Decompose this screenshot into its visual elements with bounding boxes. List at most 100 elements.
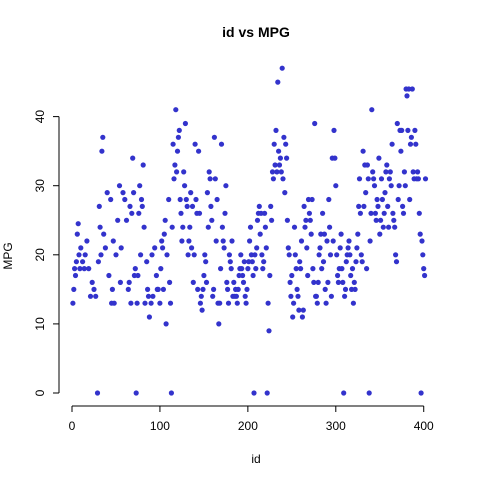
x-tick-label: 0 [69,419,76,433]
chart-title: id vs MPG [222,24,290,40]
data-point [391,217,397,223]
data-point [275,79,281,85]
data-point [228,266,234,272]
data-point [178,210,184,216]
data-point [400,203,406,209]
data-point [169,224,175,230]
data-point [231,279,237,285]
data-point [108,196,114,203]
data-point [279,65,285,71]
data-point [135,272,141,279]
data-point [408,134,414,140]
data-point [378,176,385,182]
data-point [191,252,197,258]
data-point [203,279,210,285]
data-point [339,266,345,272]
data-point [225,300,232,306]
data-point [241,259,247,265]
data-point [285,245,291,251]
data-point [175,134,181,140]
data-point [157,300,163,306]
data-point [82,252,88,258]
data-point [412,127,418,133]
data-point [246,259,252,265]
data-point [172,162,178,168]
data-point [138,196,145,203]
data-point [254,217,261,223]
data-point [218,266,224,272]
data-point [347,252,353,258]
data-point [333,183,339,189]
data-point [240,272,246,279]
data-point [220,238,226,244]
data-point [159,238,165,244]
data-point [267,272,273,279]
data-point [97,224,103,230]
data-point [351,279,357,285]
data-point [309,196,315,203]
data-point [384,162,390,168]
data-point [290,314,296,320]
data-point [218,141,225,147]
data-point [386,224,392,230]
data-point [322,286,328,292]
data-point [421,266,427,272]
data-point [419,238,425,244]
data-point [409,86,415,92]
data-point [392,224,398,230]
data-point [368,210,374,216]
data-point [379,196,385,203]
data-point [296,307,302,313]
data-point [385,203,391,209]
data-point [396,183,402,189]
data-point [196,148,202,154]
data-point [274,169,280,175]
data-point [390,210,396,216]
data-point [386,176,392,182]
data-point [77,266,83,272]
data-point [393,259,400,265]
data-point [93,293,99,299]
data-point [356,176,363,182]
data-point [405,127,411,133]
data-point [404,93,410,99]
data-point [393,252,399,258]
data-point [177,196,183,203]
data-point [332,155,338,161]
data-point [360,148,366,154]
data-point [113,252,119,258]
data-point [269,169,276,175]
data-point [400,210,407,216]
data-point [271,141,277,147]
data-point [321,231,327,237]
data-point [365,176,371,182]
data-point [160,245,166,251]
data-point [257,231,263,237]
data-point [372,210,378,216]
data-point [226,252,232,258]
data-point [217,300,223,306]
data-point [199,307,205,313]
data-point [125,286,131,292]
data-point [407,196,413,203]
data-point [128,300,134,306]
data-point [284,217,290,223]
data-point [211,286,217,292]
data-point [327,224,333,230]
x-tick-label: 300 [326,419,346,433]
data-point [369,107,375,113]
data-point [298,266,304,272]
data-point [72,272,79,279]
data-point [221,245,227,251]
data-point [252,252,258,258]
data-point [265,300,271,306]
data-point [293,266,299,272]
data-point [176,127,182,133]
data-point [420,252,426,258]
data-point [122,196,128,203]
data-point [166,196,172,203]
data-point [300,307,306,313]
data-point [370,169,376,175]
data-point [398,148,404,154]
data-point [183,196,189,203]
